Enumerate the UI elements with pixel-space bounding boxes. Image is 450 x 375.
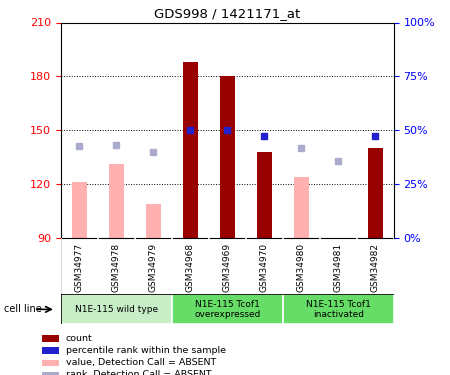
Text: GSM34980: GSM34980 <box>297 243 306 292</box>
Text: N1E-115 Tcof1
inactivated: N1E-115 Tcof1 inactivated <box>306 300 371 319</box>
Bar <box>283 294 394 324</box>
Bar <box>172 294 283 324</box>
Text: count: count <box>66 334 92 343</box>
Bar <box>61 294 172 324</box>
Text: GSM34981: GSM34981 <box>334 243 343 292</box>
Text: GSM34968: GSM34968 <box>186 243 195 292</box>
Bar <box>42 347 58 354</box>
Text: rank, Detection Call = ABSENT: rank, Detection Call = ABSENT <box>66 370 212 375</box>
Text: GSM34978: GSM34978 <box>112 243 121 292</box>
Bar <box>146 204 161 238</box>
Text: value, Detection Call = ABSENT: value, Detection Call = ABSENT <box>66 358 216 368</box>
Text: GSM34970: GSM34970 <box>260 243 269 292</box>
Bar <box>109 165 124 238</box>
Bar <box>42 360 58 366</box>
Bar <box>220 76 234 238</box>
Bar <box>257 152 272 238</box>
Text: cell line: cell line <box>4 304 42 314</box>
Text: GSM34969: GSM34969 <box>223 243 232 292</box>
Text: N1E-115 Tcof1
overexpressed: N1E-115 Tcof1 overexpressed <box>194 300 261 319</box>
Bar <box>183 62 198 238</box>
Text: GSM34977: GSM34977 <box>75 243 84 292</box>
Bar <box>42 372 58 375</box>
Bar <box>294 177 309 238</box>
Text: N1E-115 wild type: N1E-115 wild type <box>75 305 158 314</box>
Title: GDS998 / 1421171_at: GDS998 / 1421171_at <box>154 7 301 20</box>
Text: GSM34982: GSM34982 <box>371 243 380 292</box>
Text: percentile rank within the sample: percentile rank within the sample <box>66 346 226 355</box>
Text: GSM34979: GSM34979 <box>149 243 158 292</box>
Bar <box>72 182 87 238</box>
Bar <box>42 335 58 342</box>
Bar <box>368 148 382 238</box>
